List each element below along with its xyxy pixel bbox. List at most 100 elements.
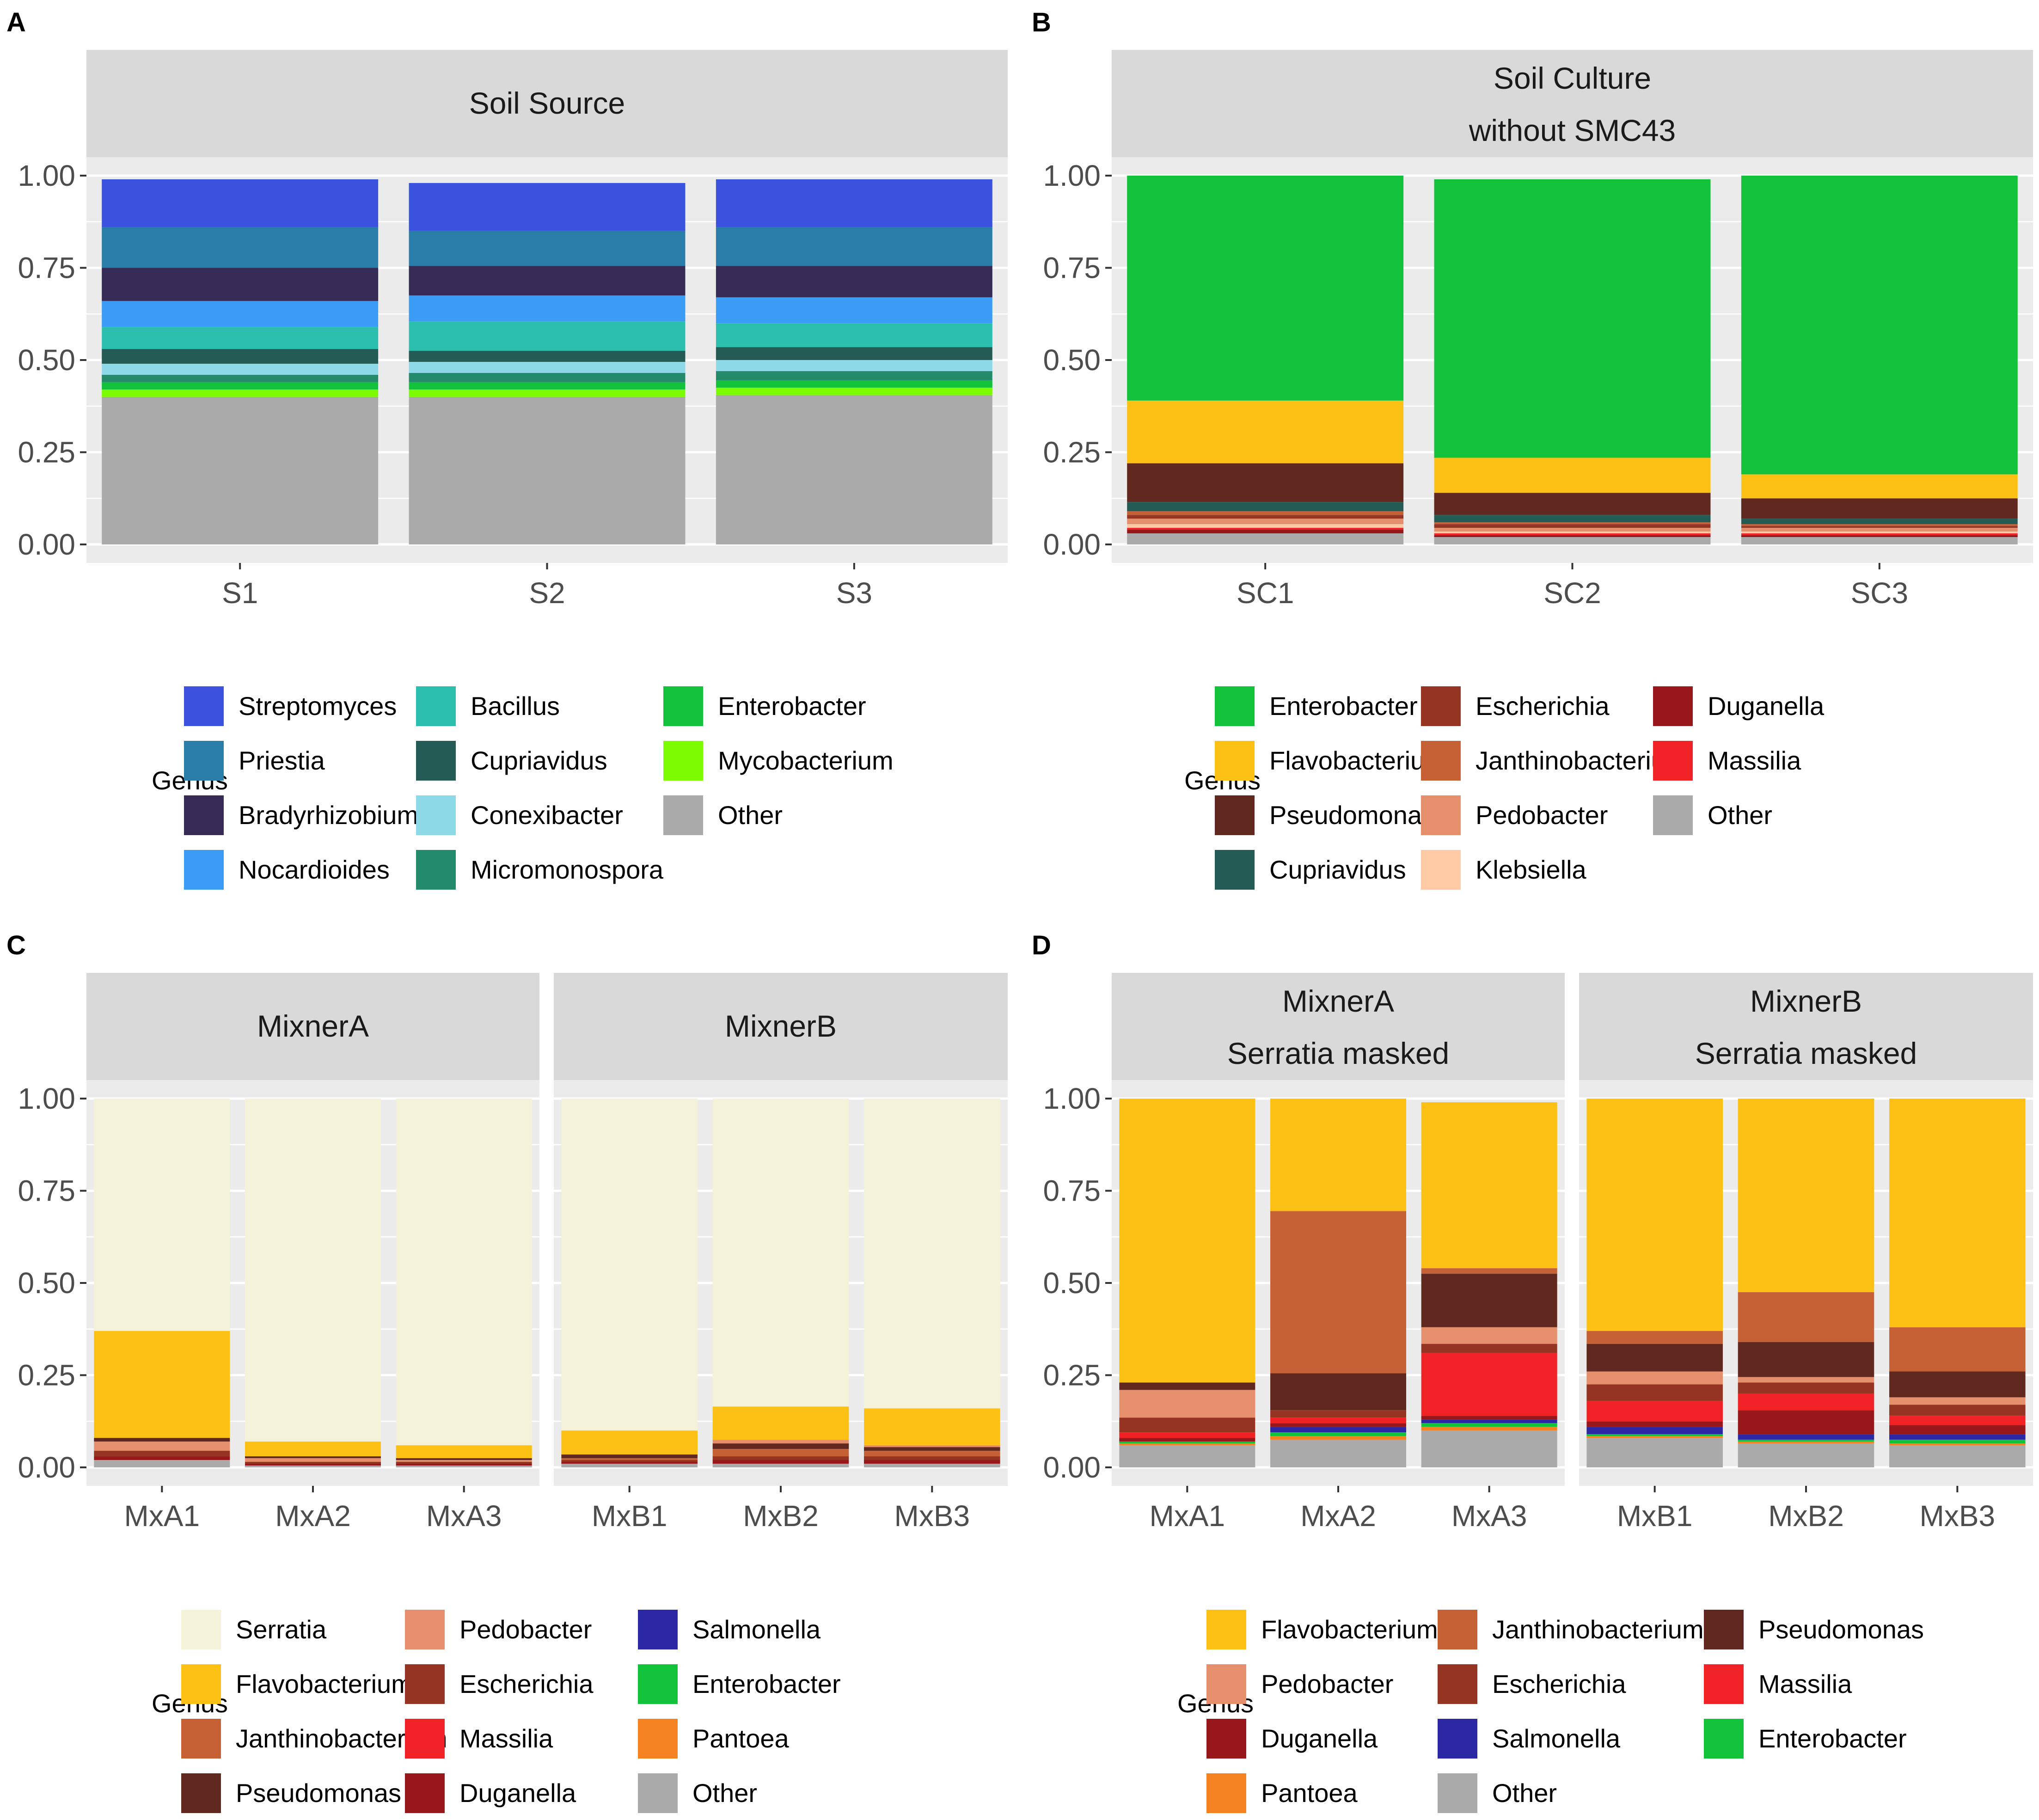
bar-segment-duganella (561, 1462, 698, 1464)
legend-label: Pseudomonas (1269, 800, 1435, 830)
legend-item-flavobacterium: Flavobacterium (1206, 1610, 1438, 1649)
bar-segment-enterobacter (716, 380, 992, 388)
bar-segment-salmonella (1586, 1427, 1723, 1435)
bar-segment-escherichia (864, 1456, 1000, 1460)
bar-segment-massilia (1741, 533, 2018, 536)
bar-segment-other (102, 397, 379, 544)
y-tick-label: 0.50 (18, 343, 75, 377)
legend-item-duganella: Duganella (1653, 686, 1825, 726)
legend-label: Conexibacter (471, 800, 623, 830)
bar-segment-salmonella (1889, 1434, 2026, 1440)
bar-segment-duganella (1741, 535, 2018, 537)
bar-segment-enterobacter (1127, 176, 1404, 401)
bar-segment-priestia (716, 227, 992, 266)
bar-segment-mycobacterium (716, 387, 992, 395)
bar-segment-flavobacterium (245, 1441, 381, 1457)
x-tick-label: MxB1 (592, 1499, 667, 1533)
bar-segment-pantoea (1119, 1443, 1255, 1446)
bar-segment-bradyrhizobium (716, 266, 992, 298)
bar-segment-micromonospora (409, 373, 686, 382)
legend-label: Other (718, 800, 783, 830)
bar-segment-flavobacterium (1434, 458, 1711, 493)
legend-swatch (416, 686, 456, 726)
legend-swatch (181, 1719, 221, 1759)
x-tick-label: MxA1 (1150, 1499, 1225, 1533)
bar-s1 (102, 179, 379, 544)
bar-segment-nocardioides (102, 301, 379, 327)
legend-swatch (416, 850, 456, 890)
bar-segment-other (1586, 1438, 1723, 1467)
bar-segment-streptomyces (102, 179, 379, 227)
legend-swatch (1438, 1773, 1477, 1813)
legend-item-mycobacterium: Mycobacterium (663, 741, 894, 781)
legend-label: Pseudomonas (1758, 1615, 1924, 1644)
legend-item-pseudomonas: Pseudomonas (1704, 1610, 1924, 1649)
bar-segment-enterobacter (102, 382, 379, 390)
bar-segment-pseudomonas (1421, 1274, 1557, 1327)
legend-label: Cupriavidus (1269, 855, 1406, 884)
legend-swatch (405, 1773, 445, 1813)
legend-swatch (405, 1610, 445, 1649)
bar-segment-flavobacterium (1119, 1099, 1255, 1383)
legend-swatch (638, 1773, 678, 1813)
bar-segment-janthinobacterium (712, 1449, 849, 1457)
bar-segment-massilia (1119, 1432, 1255, 1438)
legend-item-bradyrhizobium: Bradyrhizobium (184, 795, 418, 835)
legend-item-escherichia: Escherichia (405, 1664, 594, 1704)
legend-swatch (1704, 1664, 1744, 1704)
facet-title: MixnerB (725, 1009, 837, 1043)
bar-segment-escherichia (1738, 1382, 1874, 1394)
bar-segment-flavobacterium (396, 1445, 532, 1459)
bar-segment-serratia (245, 1099, 381, 1442)
bar-mxa2 (245, 1099, 381, 1467)
bar-segment-pseudomonas (1738, 1342, 1874, 1377)
bar-segment-escherichia (396, 1462, 532, 1464)
legend-swatch (1704, 1719, 1744, 1759)
legend-item-enterobacter: Enterobacter (663, 686, 866, 726)
legend-item-salmonella: Salmonella (1438, 1719, 1621, 1759)
legend-label: Bacillus (471, 691, 560, 721)
bar-segment-mycobacterium (409, 389, 686, 397)
bar-segment-duganella (712, 1460, 849, 1464)
bar-segment-bradyrhizobium (102, 268, 379, 301)
legend-label: Klebsiella (1476, 855, 1587, 884)
bar-segment-pedobacter (1127, 519, 1404, 525)
y-tick-label: 0.25 (1043, 1359, 1101, 1392)
bar-segment-escherichia (94, 1451, 230, 1457)
bar-segment-pseudomonas (1270, 1373, 1406, 1411)
legend-swatch (663, 686, 703, 726)
bar-segment-pantoea (1270, 1436, 1406, 1440)
bar-segment-micromonospora (102, 374, 379, 382)
legend-swatch (184, 741, 224, 781)
legend-item-pantoea: Pantoea (1206, 1773, 1358, 1813)
bar-segment-pseudomonas (712, 1443, 849, 1449)
y-tick-label: 1.00 (1043, 1082, 1101, 1115)
legend-item-pedobacter: Pedobacter (1421, 795, 1608, 835)
bar-segment-other (396, 1466, 532, 1467)
legend-label: Enterobacter (1269, 691, 1418, 721)
bar-segment-enterobacter (1738, 1440, 1874, 1442)
y-tick-label: 0.25 (1043, 436, 1101, 469)
bar-segment-other (864, 1464, 1000, 1467)
bar-segment-pedobacter (864, 1445, 1000, 1447)
bar-segment-other (409, 397, 686, 544)
bar-segment-duganella (1434, 535, 1711, 537)
legend-item-serratia: Serratia (181, 1610, 327, 1649)
y-tick-label: 0.25 (18, 436, 75, 469)
bar-segment-flavobacterium (712, 1406, 849, 1440)
panel-label: D (1032, 930, 1051, 960)
bar-segment-pseudomonas (1119, 1382, 1255, 1390)
x-tick-label: MxA1 (124, 1499, 200, 1533)
y-tick-label: 0.50 (1043, 1266, 1101, 1300)
legend-item-flavobacterium: Flavobacterium (1215, 741, 1446, 781)
legend-item-pedobacter: Pedobacter (1206, 1664, 1393, 1704)
facet-strip (1112, 50, 2033, 157)
bar-segment-pantoea (1889, 1443, 2026, 1446)
x-tick-label: MxA2 (1300, 1499, 1376, 1533)
bar-segment-janthinobacterium (1421, 1268, 1557, 1274)
legend-swatch (663, 795, 703, 835)
bar-segment-nocardioides (716, 297, 992, 324)
bar-mxa1 (94, 1099, 230, 1467)
bar-segment-cupriavidus (102, 349, 379, 364)
y-tick-label: 1.00 (18, 1082, 75, 1115)
